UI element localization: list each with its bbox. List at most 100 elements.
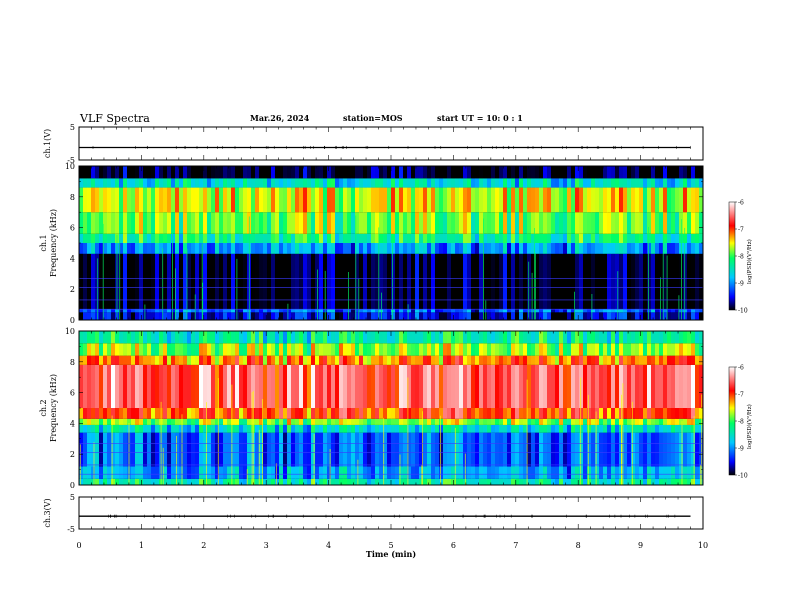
spectrogram-cell [687, 408, 692, 419]
spectrogram-cell [563, 243, 568, 254]
spectrogram-cell [543, 343, 548, 356]
spectrogram-cell [455, 253, 460, 310]
spectrogram-cell [319, 466, 324, 479]
spectrogram-cell [211, 343, 216, 356]
spectrogram-cell [399, 312, 404, 320]
spectrogram-cell [403, 343, 408, 356]
spectrogram-cell [487, 466, 492, 479]
spectrogram-cell [135, 343, 140, 356]
spectrogram-cell [675, 212, 680, 234]
spectrogram-cell [383, 187, 388, 213]
spectrogram-cell [659, 364, 664, 408]
spectrogram-cell [187, 343, 192, 356]
spectrogram-cell [471, 364, 476, 408]
spectrogram-cell [403, 432, 408, 467]
spectrogram-cell [351, 166, 356, 179]
spectrogram-cell [631, 424, 636, 433]
spectrogram-cell [627, 309, 632, 313]
spectrogram-cell [511, 187, 516, 213]
spectrogram-cell [91, 178, 96, 188]
spectrogram-cell [379, 187, 384, 213]
spectrogram-cell [679, 331, 684, 344]
spectrogram-cell [307, 166, 312, 179]
spectrogram-cell [443, 364, 448, 408]
spectrogram-cell [243, 187, 248, 213]
spectrogram-cell [291, 331, 296, 344]
spectrogram-cell [243, 408, 248, 419]
spectrogram-cell [515, 233, 520, 243]
spectrogram-cell [659, 418, 664, 425]
spectrogram-cell [211, 312, 216, 320]
spectrogram-cell [291, 364, 296, 408]
spectrogram-cell [547, 178, 552, 188]
spectrogram-cell [303, 243, 308, 254]
spectrogram-cell [491, 312, 496, 320]
spectrogram-cell [331, 343, 336, 356]
spectrogram-cell [327, 178, 332, 188]
spectrogram-cell [531, 343, 536, 356]
spectrogram-cell [487, 355, 492, 365]
spectrogram-cell [87, 418, 92, 425]
spectrogram-cell [163, 478, 168, 485]
spectrogram-cell [355, 343, 360, 356]
spectrogram-cell [119, 478, 124, 485]
spectrogram-cell [271, 478, 276, 485]
spectrogram-cell [511, 331, 516, 344]
spectrogram-cell [207, 233, 212, 243]
spectrogram-cell [575, 466, 580, 479]
spectrogram-cell [275, 364, 280, 408]
spectrogram-cell [407, 243, 412, 254]
spectrogram-cell [407, 478, 412, 485]
spectrogram-cell [675, 364, 680, 408]
spectrogram-cell [335, 466, 340, 479]
spectrogram-cell [567, 253, 572, 310]
spectrogram-cell [651, 432, 656, 467]
spectrogram-cell [603, 432, 608, 467]
spectrogram-cell [119, 178, 124, 188]
spectrogram-cell [395, 432, 400, 467]
spectrogram-cell [199, 187, 204, 213]
spectrogram-cell [427, 355, 432, 365]
spectrogram-cell [411, 166, 416, 179]
spectrogram-cell [567, 424, 572, 433]
spectrogram-cell [543, 212, 548, 234]
spectrogram-cell [231, 187, 236, 213]
spectrogram-cell [639, 312, 644, 320]
spectrogram-cell [107, 432, 112, 467]
spectrogram-cell [263, 253, 268, 310]
spectrogram-cell [367, 408, 372, 419]
spectrogram-cell [483, 166, 488, 179]
spectrogram-cell [359, 212, 364, 234]
spectrogram-cell [111, 331, 116, 344]
spectrogram-cell [663, 343, 668, 356]
spectrogram-cell [635, 166, 640, 179]
spectrogram-cell [483, 478, 488, 485]
spectrogram-cell [419, 466, 424, 479]
spectrogram-cell [311, 424, 316, 433]
spectrogram-cell [539, 243, 544, 254]
spectrogram-cell [391, 212, 396, 234]
spectrogram-cell [343, 243, 348, 254]
spectrogram-cell [179, 432, 184, 467]
spectrogram-cell [447, 312, 452, 320]
spectrogram-cell [127, 343, 132, 356]
spectrogram-cell [167, 343, 172, 356]
spectrogram-cell [467, 312, 472, 320]
spectrogram-cell [619, 364, 624, 408]
spectrogram-cell [559, 166, 564, 179]
spectrogram-cell [155, 309, 160, 313]
y-axis-label: Frequency (kHz) [49, 374, 58, 442]
spectrogram-cell [631, 233, 636, 243]
spectrogram-cell [419, 418, 424, 425]
spectrogram-cell [439, 166, 444, 179]
spectrogram-cell [615, 309, 620, 313]
spectrogram-cell [391, 364, 396, 408]
spectrogram-cell [395, 408, 400, 419]
spectrogram-cell [631, 309, 636, 313]
spectrogram-cell [639, 355, 644, 365]
spectrogram-cell [459, 166, 464, 179]
spectrogram-cell [631, 187, 636, 213]
spectrogram-cell [683, 364, 688, 408]
spectrogram-cell [683, 253, 688, 310]
spectrogram-cell [495, 212, 500, 234]
